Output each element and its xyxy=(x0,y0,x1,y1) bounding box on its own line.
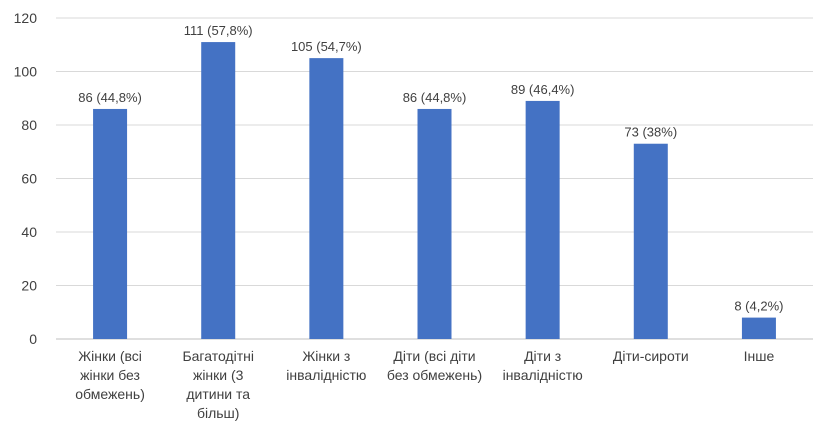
x-tick-label-line: Діти (всі діти xyxy=(393,348,475,364)
x-tick-label-line: інвалідністю xyxy=(503,367,583,383)
x-tick-label: Жінки з інвалідністю xyxy=(286,348,366,383)
x-tick-label: Жінки (всі жінки без обмежень) xyxy=(75,348,145,402)
data-label: 89 (46,4%) xyxy=(511,82,575,97)
y-tick-label: 100 xyxy=(14,64,38,80)
x-tick-label-line: без обмежень) xyxy=(387,367,482,383)
data-label: 86 (44,8%) xyxy=(403,90,467,105)
x-tick-label-line: Діти-сироти xyxy=(613,348,689,364)
x-axis-category-labels: Жінки (всі жінки без обмежень) Багатодітні ж… xyxy=(75,348,774,421)
x-tick-label: Діти-сироти xyxy=(613,348,689,364)
bar xyxy=(525,100,560,339)
x-tick-label: Діти з інвалідністю xyxy=(503,348,583,383)
bar xyxy=(201,42,236,339)
x-tick-label-line: Інше xyxy=(744,348,775,364)
bar xyxy=(417,108,452,339)
x-tick-label-line: дитини та xyxy=(186,386,250,402)
x-tick-label: Багатодітні жінки (3 дитини та більш) xyxy=(182,348,254,421)
bar xyxy=(633,143,668,339)
x-tick-label-line: Діти з xyxy=(524,348,561,364)
data-label: 73 (38%) xyxy=(624,125,677,140)
y-tick-label: 0 xyxy=(29,331,37,347)
x-tick-label: Діти (всі діти без обмежень) xyxy=(387,348,482,383)
x-tick-label-line: Багатодітні xyxy=(182,348,254,364)
y-tick-label: 120 xyxy=(14,10,38,26)
x-tick-label-line: Жінки (всі xyxy=(78,348,142,364)
x-tick-label-line: жінки без xyxy=(80,367,140,383)
bar xyxy=(309,58,344,339)
data-label: 8 (4,2%) xyxy=(734,299,783,314)
x-tick-label-line: обмежень) xyxy=(75,386,145,402)
data-labels: 86 (44,8%) 111 (57,8%) 105 (54,7%) 86 (44,8… xyxy=(78,23,783,314)
x-tick-label-line: інвалідністю xyxy=(286,367,366,383)
y-tick-label: 80 xyxy=(21,117,37,133)
y-tick-label: 40 xyxy=(21,224,37,240)
data-label: 105 (54,7%) xyxy=(291,39,362,54)
data-label: 111 (57,8%) xyxy=(184,23,253,38)
bar xyxy=(93,108,128,339)
y-tick-label: 20 xyxy=(21,278,37,294)
bars xyxy=(93,42,776,339)
x-tick-label-line: Жінки з xyxy=(302,348,350,364)
y-tick-label: 60 xyxy=(21,171,37,187)
x-tick-label-line: більш) xyxy=(197,405,240,421)
x-tick-label-line: жінки (3 xyxy=(193,367,244,383)
bar xyxy=(741,317,776,339)
y-axis-tick-labels: 0 20 40 60 80 100 120 xyxy=(14,10,38,347)
x-tick-label: Інше xyxy=(744,348,775,364)
data-label: 86 (44,8%) xyxy=(78,90,142,105)
